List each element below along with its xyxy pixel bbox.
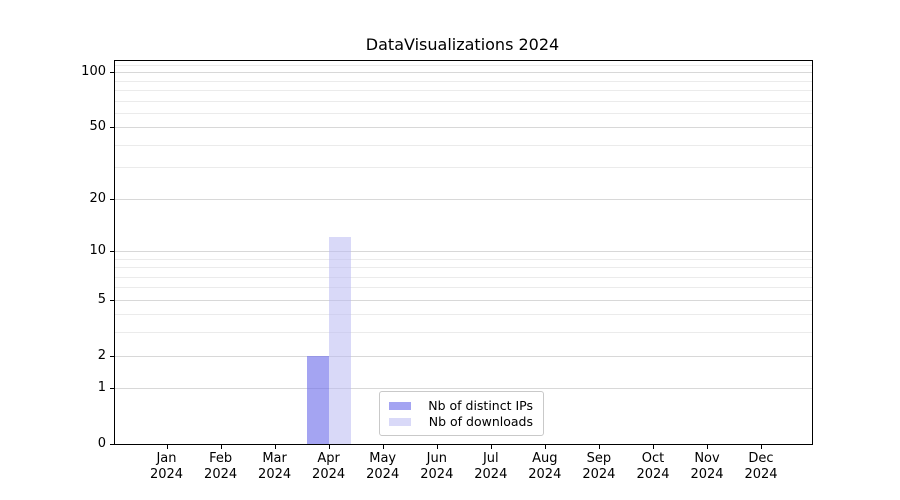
y-tick-label-10: 10 bbox=[89, 242, 106, 258]
gridline-major-50 bbox=[115, 127, 812, 129]
x-tick-aug-2024 bbox=[544, 445, 546, 449]
gridline-major-20 bbox=[115, 198, 812, 200]
x-tick-oct-2024 bbox=[653, 445, 654, 449]
chart-title: DataVisualizations 2024 bbox=[365, 35, 560, 54]
x-tick-dec-2024 bbox=[761, 445, 762, 449]
x-tick-feb-2024 bbox=[220, 445, 222, 449]
gridline-major-10 bbox=[115, 250, 812, 252]
x-tick-label-dec-2024: Dec 2024 bbox=[744, 451, 778, 482]
gridline-minor-70 bbox=[115, 100, 812, 102]
x-tick-label-oct-2024: Oct 2024 bbox=[636, 451, 670, 482]
y-tick-label-1: 1 bbox=[97, 380, 106, 396]
legend: Nb of distinct IPs Nb of downloads bbox=[379, 391, 544, 436]
gridline-minor-60 bbox=[115, 112, 812, 114]
x-tick-apr-2024 bbox=[328, 445, 330, 449]
legend-label-distinct-ips: Nb of distinct IPs bbox=[428, 398, 533, 413]
y-tick-5 bbox=[110, 299, 114, 301]
gridline-minor-40 bbox=[115, 144, 812, 146]
y-tick-label-100: 100 bbox=[81, 64, 106, 80]
x-tick-mar-2024 bbox=[274, 445, 276, 449]
gridline-major-1 bbox=[115, 388, 812, 390]
legend-swatch-distinct-ips bbox=[389, 401, 411, 410]
y-tick-0 bbox=[110, 444, 114, 445]
x-tick-label-jun-2024: Jun 2024 bbox=[420, 451, 454, 482]
x-tick-label-aug-2024: Aug 2024 bbox=[528, 451, 562, 482]
gridline-minor-8 bbox=[115, 267, 812, 268]
gridline-minor-9 bbox=[115, 258, 812, 260]
legend-swatch-downloads bbox=[389, 417, 411, 426]
y-tick-20 bbox=[110, 198, 114, 200]
gridline-minor-3 bbox=[115, 332, 812, 334]
x-tick-label-jul-2024: Jul 2024 bbox=[474, 451, 508, 482]
x-tick-label-jan-2024: Jan 2024 bbox=[149, 451, 184, 482]
y-tick-label-0: 0 bbox=[97, 436, 106, 451]
x-tick-label-sep-2024: Sep 2024 bbox=[582, 451, 616, 482]
x-tick-jan-2024 bbox=[166, 445, 168, 449]
y-tick-label-50: 50 bbox=[89, 119, 106, 135]
legend-label-downloads: Nb of downloads bbox=[428, 414, 533, 429]
y-tick-1 bbox=[110, 388, 114, 390]
gridline-minor-110 bbox=[115, 64, 812, 66]
x-tick-jul-2024 bbox=[490, 445, 492, 449]
bar-nb-of-distinct-ips-apr-2024 bbox=[306, 355, 329, 444]
gridline-minor-30 bbox=[115, 167, 812, 169]
x-tick-may-2024 bbox=[382, 445, 384, 449]
gridline-minor-80 bbox=[115, 89, 812, 91]
y-tick-2 bbox=[110, 355, 114, 357]
y-tick-10 bbox=[110, 250, 114, 252]
gridline-minor-6 bbox=[115, 287, 812, 289]
plot-area: Nb of distinct IPs Nb of downloads bbox=[114, 60, 813, 445]
x-tick-label-mar-2024: Mar 2024 bbox=[258, 451, 292, 482]
y-tick-50 bbox=[110, 127, 114, 129]
x-tick-nov-2024 bbox=[707, 445, 708, 449]
legend-item-downloads: Nb of downloads bbox=[389, 414, 533, 429]
x-tick-label-may-2024: May 2024 bbox=[366, 451, 400, 482]
y-tick-label-20: 20 bbox=[89, 190, 106, 206]
y-tick-100 bbox=[110, 72, 114, 74]
gridline-minor-90 bbox=[115, 80, 812, 82]
x-tick-label-feb-2024: Feb 2024 bbox=[204, 451, 238, 482]
x-tick-label-nov-2024: Nov 2024 bbox=[690, 451, 724, 482]
x-tick-sep-2024 bbox=[598, 445, 600, 449]
gridline-minor-7 bbox=[115, 276, 812, 278]
gridline-major-5 bbox=[115, 299, 812, 301]
gridline-minor-4 bbox=[115, 314, 812, 316]
legend-item-distinct-ips: Nb of distinct IPs bbox=[389, 398, 533, 413]
y-tick-label-5: 5 bbox=[97, 291, 106, 307]
gridline-major-100 bbox=[115, 72, 812, 74]
x-tick-label-apr-2024: Apr 2024 bbox=[312, 451, 346, 482]
bar-nb-of-downloads-apr-2024 bbox=[328, 237, 351, 444]
y-tick-label-2: 2 bbox=[97, 347, 106, 363]
gridline-major-2 bbox=[115, 355, 812, 357]
x-tick-jun-2024 bbox=[436, 445, 438, 449]
